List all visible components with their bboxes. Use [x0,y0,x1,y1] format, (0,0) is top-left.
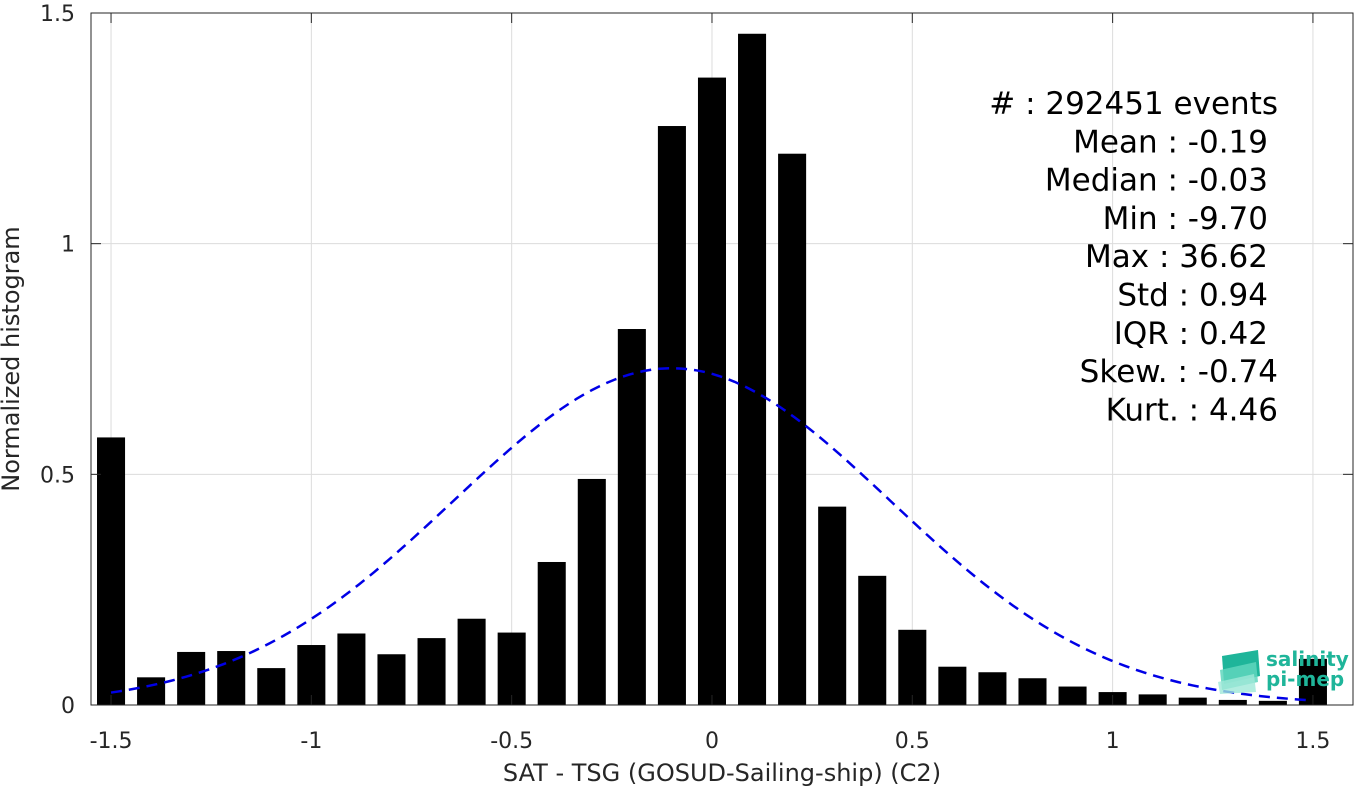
stat-line: # : 292451 events [989,86,1278,122]
salinity-pi-mep-logo: salinity pi-mep [1218,647,1349,694]
histogram-bar [457,618,486,705]
histogram-bar [697,77,727,705]
axes-frame [90,12,1354,706]
y-tick-label: 1.5 [40,2,75,27]
x-tick-label: 0 [705,729,719,754]
x-tick-label: 1.5 [1295,729,1330,754]
stat-line: Max : 36.62 [1085,239,1268,275]
histogram-bar [1138,694,1167,705]
histogram-bar [1058,686,1087,705]
x-axis-label: SAT - TSG (GOSUD-Sailing-ship) (C2) [503,759,941,787]
histogram-bar [1258,700,1287,705]
histogram-bar [337,633,366,705]
histogram-bar [177,651,206,705]
histogram-bar [898,629,927,705]
histogram-bar [577,478,606,705]
x-axis-ticks: -1.5 -1 -0.5 0 0.5 1 1.5 [90,13,1330,754]
histogram-bar [738,33,767,705]
logo-mark-icon [1218,650,1260,694]
histogram-bar [938,666,967,705]
histogram-bar [1218,699,1247,705]
histogram-bar [97,437,126,705]
logo-text-salinity: salinity [1266,647,1349,671]
stat-line: Median : -0.03 [1045,163,1268,199]
histogram-bar [1178,697,1207,705]
logo-text-pimep: pi-mep [1266,667,1344,691]
stat-line: Kurt. : 4.46 [1106,392,1278,428]
x-tick-label: -0.5 [490,729,533,754]
stat-line: Std : 0.94 [1117,278,1268,314]
x-tick-label: 1 [1106,729,1120,754]
x-tick-label: -1.5 [90,729,133,754]
y-axis-label: Normalized histogram [0,226,25,491]
axes-box [90,12,1354,706]
x-tick-label: -1 [300,729,322,754]
histogram-bar [257,668,286,705]
histogram-bar [858,575,887,705]
histogram-bar [497,632,526,705]
histogram-bar [417,638,446,705]
y-axis-ticks: 0 0.5 1 1.5 [40,2,1353,719]
gaussian-fit-curve [110,366,1314,702]
histogram-bar [657,126,686,705]
stat-line: Min : -9.70 [1103,201,1268,237]
histogram-bar [1018,678,1047,705]
stat-line: Mean : -0.19 [1073,124,1268,160]
histogram-bar [377,654,406,705]
histogram-bar [217,651,246,705]
y-tick-label: 0.5 [40,463,75,488]
y-tick-label: 1 [61,233,75,258]
stat-line: Skew. : -0.74 [1080,354,1278,390]
stat-line: IQR : 0.42 [1114,316,1268,352]
x-tick-label: 0.5 [895,729,930,754]
histogram-bar [778,153,807,705]
histogram-bar [137,677,166,705]
y-tick-label: 0 [61,694,75,719]
histogram-bars [97,33,1327,705]
histogram-bar [617,329,646,705]
histogram-bar [818,506,847,705]
histogram-bar [537,561,566,705]
histogram-bar [978,672,1007,705]
